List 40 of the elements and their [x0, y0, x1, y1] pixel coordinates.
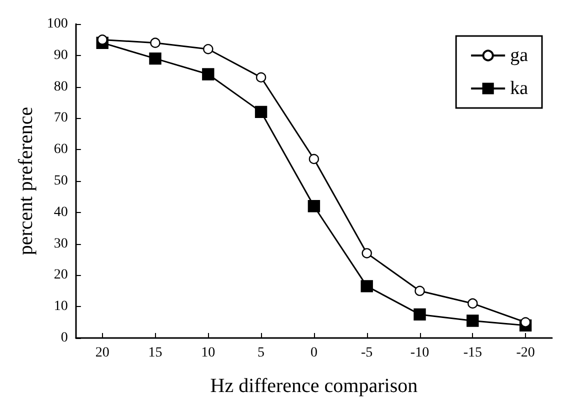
x-tick-label: 15: [148, 346, 162, 360]
point: [254, 106, 268, 118]
x-tick-label: 0: [310, 346, 318, 360]
x-tick-label: -15: [463, 346, 482, 360]
point: [520, 317, 531, 328]
point: [414, 286, 425, 296]
point: [468, 298, 478, 309]
y-tick-label: 30: [54, 236, 68, 252]
x-tick-label: 10: [201, 346, 216, 360]
x-axis-title: Hz difference comparison: [210, 375, 418, 397]
x-tick-label: -5: [361, 346, 373, 360]
y-tick-label: 40: [54, 204, 68, 220]
point: [414, 308, 426, 321]
point: [362, 248, 372, 258]
x-tick-label: -10: [410, 346, 430, 360]
x-tick-label: 20: [95, 346, 110, 360]
y-tick-label: 80: [54, 79, 68, 94]
y-axis-title: percent preference: [15, 106, 37, 256]
point: [97, 34, 108, 45]
point: [308, 154, 320, 164]
point: [150, 38, 160, 48]
point: [203, 44, 214, 54]
y-tick-label: 70: [54, 110, 68, 126]
legend-label: ka: [510, 78, 529, 99]
y-tick-label: 100: [46, 16, 68, 32]
x-tick-label: -20: [516, 346, 535, 360]
y-tick-label: 60: [54, 142, 68, 158]
y-tick-label: 50: [54, 174, 68, 188]
y-tick-label: 90: [54, 48, 68, 63]
y-tick-label: 0: [60, 330, 68, 346]
point: [360, 280, 373, 292]
point: [149, 52, 162, 65]
y-tick-label: 10: [54, 299, 68, 314]
point: [308, 200, 320, 212]
point: [256, 72, 266, 82]
y-tick-label: 20: [54, 268, 68, 283]
legend-label: ga: [510, 45, 529, 66]
point: [466, 314, 479, 327]
x-tick-label: 5: [258, 346, 265, 360]
point: [202, 68, 214, 80]
